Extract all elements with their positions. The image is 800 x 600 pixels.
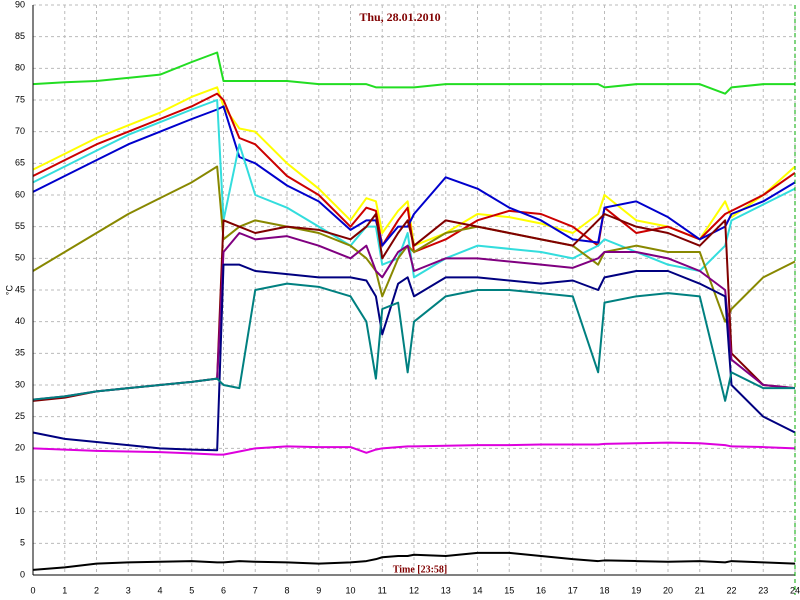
y-tick-label: 10: [15, 506, 25, 516]
x-tick-label: 7: [253, 585, 258, 595]
series-line: [32, 92, 796, 253]
series-line: [32, 105, 796, 247]
x-tick-label: 24: [790, 585, 800, 595]
series-line: [32, 282, 795, 402]
x-tick-label: 5: [189, 585, 194, 595]
y-tick-label: 30: [15, 379, 25, 389]
chart-title: Thu, 28.01.2010: [359, 10, 440, 24]
y-tick-label: 80: [15, 63, 25, 73]
y-tick-label: 60: [15, 189, 25, 199]
x-tick-label: 9: [316, 585, 321, 595]
y-tick-label: 90: [15, 0, 25, 9]
x-tick-label: 22: [726, 585, 736, 595]
x-tick-label: 10: [345, 585, 355, 595]
x-tick-label: 12: [409, 585, 419, 595]
y-tick-label: 50: [15, 253, 25, 263]
x-tick-label: 13: [441, 585, 451, 595]
y-tick-label: 85: [15, 31, 25, 41]
x-tick-label: 16: [536, 585, 546, 595]
y-tick-label: 65: [15, 158, 25, 168]
y-axis-label: °C: [4, 284, 14, 295]
series-line: [32, 263, 796, 452]
series-line: [32, 441, 796, 456]
x-tick-label: 3: [126, 585, 131, 595]
x-tick-label: 17: [568, 585, 578, 595]
y-tick-label: 45: [15, 284, 25, 294]
y-tick-label: 20: [15, 443, 25, 453]
x-tick-label: 1: [62, 585, 67, 595]
series-line: [32, 51, 795, 95]
y-tick-label: 55: [15, 221, 25, 231]
y-tick-label: 5: [20, 538, 25, 548]
lines: [32, 51, 796, 571]
x-tick-label: 8: [284, 585, 289, 595]
y-tick-label: 40: [15, 316, 25, 326]
y-tick-label: 25: [15, 411, 25, 421]
x-tick-label: 2: [94, 585, 99, 595]
x-tick-label: 11: [378, 585, 387, 595]
y-tick-label: 35: [15, 348, 25, 358]
x-tick-label: 14: [472, 585, 482, 595]
x-tick-label: 23: [758, 585, 768, 595]
x-tick-label: 15: [504, 585, 514, 595]
series-line: [32, 165, 796, 323]
y-tick-label: 75: [15, 94, 25, 104]
series-line: [32, 551, 796, 571]
x-tick-label: 20: [663, 585, 673, 595]
y-tick-label: 0: [20, 569, 25, 579]
x-tick-label: 0: [30, 585, 35, 595]
x-tick-label: 6: [221, 585, 226, 595]
x-tick-label: 21: [695, 585, 705, 595]
y-tick-label: 70: [15, 126, 25, 136]
x-tick-label: 18: [599, 585, 609, 595]
series-line: [32, 86, 796, 247]
x-tick-label: 4: [157, 585, 162, 595]
x-tick-label: 19: [631, 585, 641, 595]
x-axis-label: Time [23:58]: [393, 564, 448, 575]
y-tick-label: 15: [15, 474, 25, 484]
